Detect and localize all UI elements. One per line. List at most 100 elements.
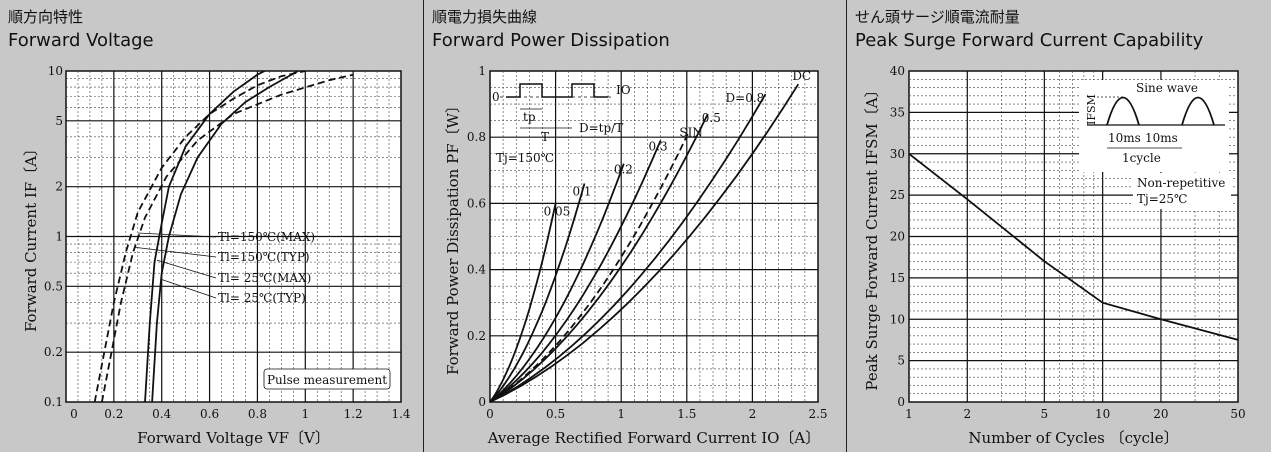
x-tick-label: 1.5 (677, 407, 696, 421)
x-tick-label: 0 (486, 407, 494, 421)
legend-leader (137, 232, 217, 238)
y-tick-label: 0.5 (44, 279, 63, 293)
inset-T: T (541, 130, 549, 144)
x-tick-label: 1 (905, 407, 913, 421)
y-tick-label: 10 (48, 64, 63, 78)
inset-zero: 0 (492, 90, 500, 104)
y-tick-label: 35 (890, 105, 905, 119)
legend-leader (161, 279, 217, 299)
inset-pulse (506, 83, 608, 98)
note-box (263, 368, 391, 390)
y-axis-label: Forward Current IF〔A〕 (22, 141, 40, 332)
panel-power-dissipation: 順電力損失曲線 Forward Power Dissipation 0 0.5 1 1… (424, 0, 847, 452)
series-label: 0.05 (544, 204, 571, 218)
note-line-1: Non-repetitive (1137, 176, 1225, 190)
series-line (489, 83, 800, 403)
y-tick-label: 1 (478, 64, 486, 78)
x-tick-label: 2.5 (808, 407, 827, 421)
inset-sine-2 (1181, 96, 1215, 126)
x-axis-label: Average Rectified Forward Current IO〔A〕 (487, 429, 821, 447)
series-label: DC (792, 69, 811, 83)
series-label: 0.1 (572, 185, 591, 199)
x-tick-label: 20 (1153, 407, 1168, 421)
series-line (908, 153, 1239, 341)
x-tick-label: 1 (617, 407, 625, 421)
y-tick-label: 0.2 (44, 345, 63, 359)
legend-leader (156, 259, 217, 279)
inset-duty: D=tp/T (579, 121, 623, 135)
y-tick-label: 1 (55, 230, 63, 244)
x-tick-label: 1.4 (391, 407, 410, 421)
inset-cycle: 1cycle (1122, 151, 1161, 165)
inset-sine-label: Sine wave (1136, 81, 1198, 95)
legend-label: Tl=150℃(TYP) (218, 250, 310, 264)
y-tick-label: 40 (890, 64, 905, 78)
series-line (489, 93, 767, 403)
series-line (489, 183, 586, 403)
y-tick-label: 10 (890, 312, 905, 326)
x-tick-label: 2 (963, 407, 971, 421)
y-tick-label: 25 (890, 188, 905, 202)
y-tick-label: 15 (890, 271, 905, 285)
legend-label: Tl= 25℃(TYP) (218, 291, 306, 305)
x-tick-label: 0.4 (152, 407, 171, 421)
series-line (489, 140, 662, 403)
panel3-title-jp: せん頭サージ順電流耐量 (855, 8, 1020, 26)
panel-surge-current: せん頭サージ順電流耐量 Peak Surge Forward Current C… (847, 0, 1271, 452)
y-tick-label: 5 (897, 354, 905, 368)
y-tick-label: 0.2 (467, 329, 486, 343)
inset-ifsm: IFSM (1085, 94, 1098, 125)
x-tick-label: 50 (1230, 407, 1245, 421)
panel2-title-en: Forward Power Dissipation (432, 30, 670, 51)
y-tick-label: 0 (897, 395, 905, 409)
inset-bg (1079, 80, 1229, 172)
x-axis-label: Number of Cycles 〔cycle〕 (968, 429, 1178, 447)
x-tick-label: 10 (1095, 407, 1110, 421)
y-axis-label: Forward Power Dissipation PF〔W〕 (444, 98, 462, 375)
note-line-2: Tj=25℃ (1137, 192, 1187, 206)
y-tick-label: 2 (55, 180, 63, 194)
series-line (489, 113, 709, 403)
y-tick-label: 0.6 (467, 196, 486, 210)
y-tick-label: 5 (55, 114, 63, 128)
panel3-title-en: Peak Surge Forward Current Capability (855, 30, 1204, 51)
panel-forward-voltage: 順方向特性 Forward Voltage 0 0.2 0.4 0.6 0.8 1 1.2 1… (0, 0, 424, 452)
x-tick-label: 2 (749, 407, 757, 421)
x-axis-label: Forward Voltage VF〔V〕 (137, 429, 330, 447)
x-tick-label: 1 (301, 407, 309, 421)
forward-voltage-chart: 0 0.2 0.4 0.6 0.8 1 1.2 1.4 0.1 0.2 0.5 1 2 5 10 Forwar… (22, 64, 411, 447)
inset-tp: tp (523, 110, 536, 124)
y-tick-label: 0.8 (467, 130, 486, 144)
series-label: 0.2 (614, 163, 633, 177)
y-tick-label: 30 (890, 147, 905, 161)
legend-label: Tl=150℃(MAX) (218, 230, 315, 244)
note-label: Pulse measurement (267, 373, 387, 387)
panel1-title-en: Forward Voltage (8, 30, 154, 51)
y-tick-label: 20 (890, 230, 905, 244)
series-line (151, 71, 299, 402)
x-tick-label: 5 (1041, 407, 1049, 421)
x-tick-label: 0 (70, 407, 78, 421)
note-bg (1133, 173, 1231, 209)
inset-sine-1 (1106, 96, 1140, 126)
x-tick-label: 0.6 (200, 407, 219, 421)
series-line (101, 73, 354, 402)
inset-io: IO (616, 83, 631, 97)
series-line (489, 163, 625, 403)
legend-label: Tl= 25℃(MAX) (218, 271, 311, 285)
tj-label: Tj=150℃ (496, 151, 554, 165)
series-line (144, 71, 266, 402)
series-line (93, 71, 306, 402)
inset-ms2: 10ms (1145, 131, 1178, 145)
series-label: 0.5 (702, 111, 721, 125)
y-tick-label: 0.4 (467, 263, 486, 277)
y-tick-label: 0 (478, 395, 486, 409)
panel2-title-jp: 順電力損失曲線 (432, 8, 538, 26)
x-tick-label: 1.2 (344, 407, 363, 421)
series-label: 0.3 (649, 140, 668, 154)
series-line (489, 130, 691, 403)
power-dissipation-chart: 0 0.5 1 1.5 2 2.5 0 0.2 0.4 0.6 0.8 1 Average Rectif… (444, 64, 828, 447)
panel1-title-jp: 順方向特性 (8, 8, 84, 26)
